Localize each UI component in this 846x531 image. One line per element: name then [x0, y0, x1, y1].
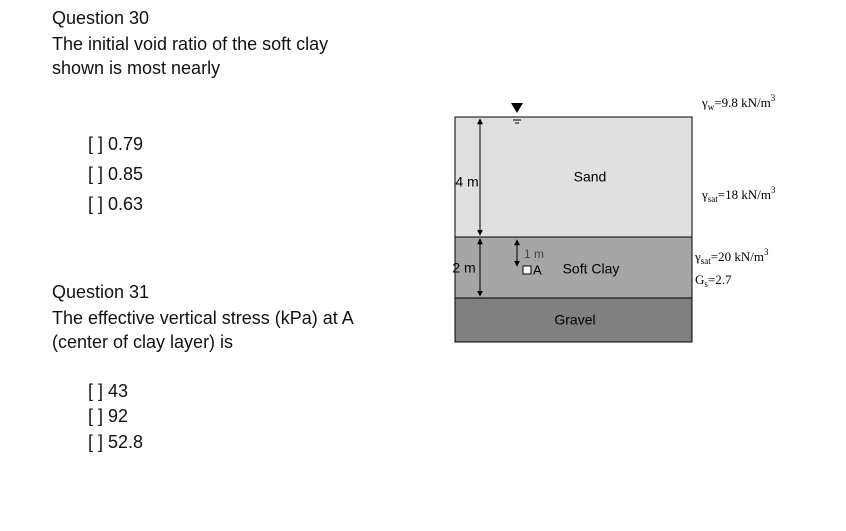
property-text: =2.7 [708, 272, 732, 287]
property-label: γsat=18 kN/m3 [701, 185, 776, 204]
property-symbol: γ [701, 95, 708, 110]
point-a [522, 265, 532, 275]
property-sup: 3 [764, 247, 769, 257]
option[interactable]: [ ] 52.8 [88, 432, 144, 452]
option[interactable]: [ ] 0.79 [88, 134, 144, 154]
dimension-label: 4 m [455, 174, 478, 190]
question-title: Question 31 [52, 282, 150, 302]
option[interactable]: [ ] 43 [88, 381, 129, 401]
sand-layer [454, 116, 693, 238]
property-symbol: γ [694, 249, 701, 264]
property-sup: 3 [771, 93, 776, 103]
property-sub: sat [708, 194, 718, 204]
property-symbol: G [695, 272, 704, 287]
point-label: A [533, 262, 542, 277]
layer-label: Sand [574, 169, 607, 185]
question-title: Question 30 [52, 8, 150, 28]
property-symbol: γ [701, 187, 708, 202]
property-sup: 3 [771, 185, 776, 195]
property-text: =18 kN/m [718, 187, 771, 202]
layer-label: Soft Clay [563, 261, 620, 277]
dimension-label: 1 m [524, 247, 544, 261]
clay-layer [454, 236, 693, 299]
question-text: The initial void ratio of the soft clay … [52, 34, 329, 78]
option[interactable]: [ ] 0.63 [88, 194, 144, 214]
dimension-label: 2 m [452, 260, 475, 276]
property-text: =9.8 kN/m [714, 95, 770, 110]
property-label: γw=9.8 kN/m3 [701, 93, 776, 112]
gravel-layer [454, 297, 693, 343]
option[interactable]: [ ] 92 [88, 406, 129, 426]
property-label: γsat=20 kN/m3 [694, 247, 769, 266]
property-sub: w [708, 102, 715, 112]
question-text: The effective vertical stress (kPa) at A… [52, 308, 353, 352]
property-sub: s [704, 279, 708, 289]
property-sub: sat [701, 256, 711, 266]
layer-label: Gravel [554, 312, 595, 328]
property-text: =20 kN/m [711, 249, 764, 264]
property-label: Gs=2.7 [695, 272, 732, 289]
option[interactable]: [ ] 0.85 [88, 164, 144, 184]
water-table [511, 103, 523, 113]
